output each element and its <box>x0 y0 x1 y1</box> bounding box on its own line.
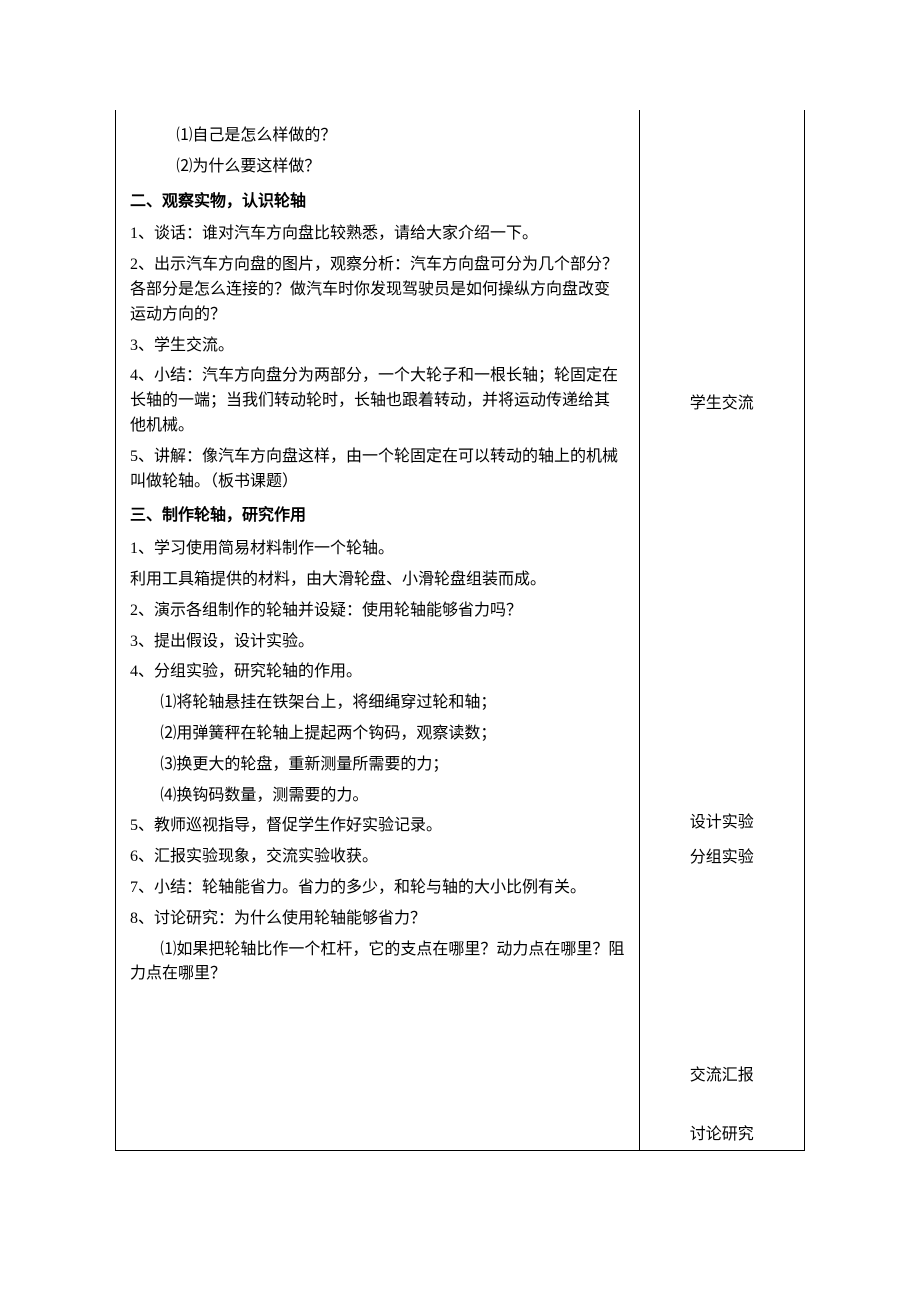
sec3-sub-4-4: ⑷换钩码数量，测需要的力。 <box>130 784 625 809</box>
side-note-2a: 设计实验 <box>640 809 804 838</box>
sec3-point-4: 4、分组实验，研究轮轴的作用。 <box>130 660 625 685</box>
sec3-point-7: 7、小结：轮轴能省力。省力的多少，和轮与轴的大小比例有关。 <box>130 876 625 901</box>
sec3-point-1b: 利用工具箱提供的材料，由大滑轮盘、小滑轮盘组装而成。 <box>130 568 625 593</box>
section-2-heading: 二、观察实物，认识轮轴 <box>130 190 625 215</box>
sec3-sub-4-3: ⑶换更大的轮盘，重新测量所需要的力； <box>130 753 625 778</box>
sec3-point-8: 8、讨论研究：为什么使用轮轴能够省力？ <box>130 907 625 932</box>
sec3-sub-4-2: ⑵用弹簧秤在轮轴上提起两个钩码，观察读数； <box>130 722 625 747</box>
spacer <box>640 1091 804 1121</box>
sec3-sub-4-1: ⑴将轮轴悬挂在铁架台上，将细绳穿过轮和轴； <box>130 691 625 716</box>
side-note-3: 交流汇报 <box>640 1062 804 1091</box>
main-content-cell: ⑴自己是怎么样做的？ ⑵为什么要这样做？ 二、观察实物，认识轮轴 1、谈话：谁对… <box>116 110 640 1150</box>
side-note-2b: 分组实验 <box>640 844 804 873</box>
intro-question-1: ⑴自己是怎么样做的？ <box>130 124 625 149</box>
spacer <box>640 110 804 390</box>
spacer <box>640 419 804 809</box>
side-notes-cell: 学生交流 设计实验 分组实验 交流汇报 讨论研究 <box>639 110 804 1150</box>
section-3-heading: 三、制作轮轴，研究作用 <box>130 504 625 529</box>
sec2-point-2: 2、出示汽车方向盘的图片，观察分析：汽车方向盘可分为几个部分？各部分是怎么连接的… <box>130 253 625 327</box>
intro-question-2: ⑵为什么要这样做？ <box>130 155 625 180</box>
sec2-point-5: 5、讲解：像汽车方向盘这样，由一个轮固定在可以转动的轴上的机械叫做轮轴。（板书课… <box>130 445 625 495</box>
sec2-point-4: 4、小结：汽车方向盘分为两部分，一个大轮子和一根长轴；轮固定在长轴的一端；当我们… <box>130 364 625 438</box>
sec3-point-6: 6、汇报实验现象，交流实验收获。 <box>130 845 625 870</box>
sec3-sub-8-1: ⑴如果把轮轴比作一个杠杆，它的支点在哪里？动力点在哪里？阻力点在哪里？ <box>130 938 625 988</box>
sec2-point-3: 3、学生交流。 <box>130 334 625 359</box>
lesson-plan-table: ⑴自己是怎么样做的？ ⑵为什么要这样做？ 二、观察实物，认识轮轴 1、谈话：谁对… <box>115 110 805 1151</box>
sec2-point-1: 1、谈话：谁对汽车方向盘比较熟悉，请给大家介绍一下。 <box>130 222 625 247</box>
spacer <box>640 872 804 1062</box>
sec3-point-3: 3、提出假设，设计实验。 <box>130 630 625 655</box>
sec3-point-2: 2、演示各组制作的轮轴并设疑：使用轮轴能够省力吗？ <box>130 599 625 624</box>
sec3-point-5: 5、教师巡视指导，督促学生作好实验记录。 <box>130 814 625 839</box>
sec3-point-1: 1、学习使用简易材料制作一个轮轴。 <box>130 537 625 562</box>
side-note-1: 学生交流 <box>640 390 804 419</box>
side-note-4: 讨论研究 <box>640 1121 804 1150</box>
